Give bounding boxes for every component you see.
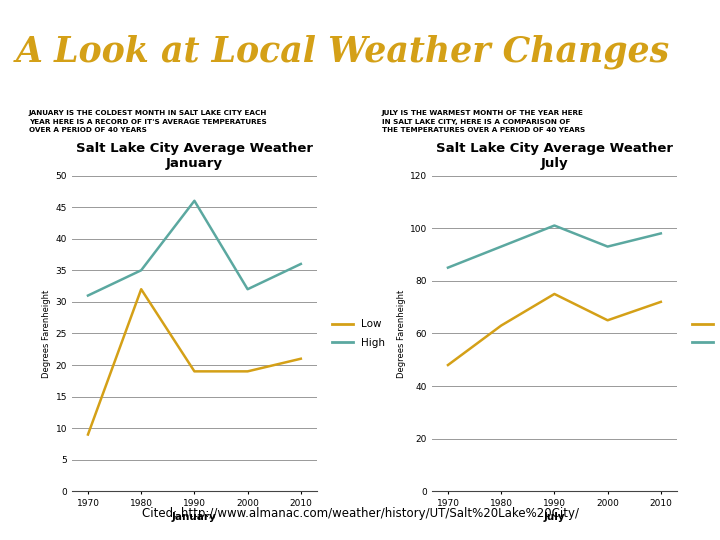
- Text: JANUARY IS THE COLDEST MONTH IN SALT LAKE CITY EACH
YEAR HERE IS A RECORD OF IT': JANUARY IS THE COLDEST MONTH IN SALT LAK…: [29, 111, 267, 133]
- Text: A Look at Local Weather Changes: A Look at Local Weather Changes: [16, 35, 670, 69]
- Text: Cited: http://www.almanac.com/weather/history/UT/Salt%20Lake%20City/: Cited: http://www.almanac.com/weather/hi…: [142, 507, 578, 520]
- Legend: Low, High: Low, High: [692, 319, 720, 348]
- Y-axis label: Degrees Farenheight: Degrees Farenheight: [397, 289, 406, 377]
- Text: JULY IS THE WARMEST MONTH OF THE YEAR HERE
IN SALT LAKE CITY, HERE IS A COMPARIS: JULY IS THE WARMEST MONTH OF THE YEAR HE…: [382, 111, 585, 133]
- Y-axis label: Degrees Farenheight: Degrees Farenheight: [42, 289, 51, 377]
- Title: Salt Lake City Average Weather
July: Salt Lake City Average Weather July: [436, 142, 673, 170]
- X-axis label: July: July: [544, 512, 565, 522]
- Legend: Low, High: Low, High: [332, 319, 385, 348]
- Title: Salt Lake City Average Weather
January: Salt Lake City Average Weather January: [76, 142, 313, 170]
- X-axis label: January: January: [172, 512, 217, 522]
